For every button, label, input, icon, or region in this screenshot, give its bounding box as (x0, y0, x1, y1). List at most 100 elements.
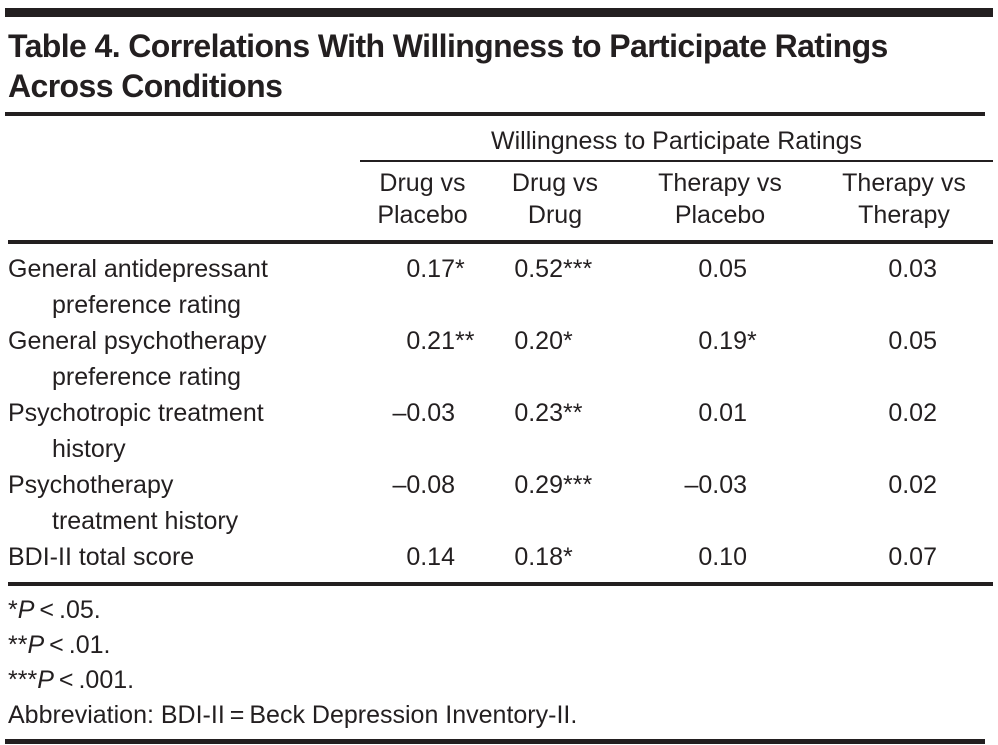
table-row: General antidepressant preference rating… (8, 242, 993, 323)
value-cell: 0.21** (360, 323, 485, 395)
corner-cell (8, 161, 360, 244)
correlation-value: 0.19 (698, 327, 747, 355)
table-title: Table 4. Correlations With Willingness t… (8, 26, 998, 106)
value-cell: –0.03 (625, 467, 815, 539)
row-label-line1: General psychotherapy (8, 327, 267, 355)
footnote-stars: *** (8, 666, 38, 694)
value-cell: 0.19* (625, 323, 815, 395)
correlation-value: 0.03 (888, 255, 937, 283)
column-header-line: Drug vs (511, 169, 599, 197)
footnote-threshold: < .05. (34, 596, 101, 624)
significance-stars: *** (563, 471, 593, 499)
correlation-value: 0.23 (514, 399, 563, 427)
spanner-header-label: Willingness to Participate Ratings (491, 127, 862, 155)
correlation-value: –0.03 (684, 471, 747, 499)
correlation-value: 0.14 (406, 543, 455, 571)
correlation-value: –0.03 (392, 399, 455, 427)
correlation-value: 0.02 (888, 471, 937, 499)
row-label-line1: General antidepressant (8, 255, 268, 283)
corner-cell (8, 116, 360, 161)
column-header-drug-vs-placebo: Drug vs Placebo (360, 161, 485, 244)
value-cell: 0.07 (815, 539, 993, 584)
footnote-p001: ***P < .001. (8, 663, 998, 698)
column-header-line: Placebo (674, 201, 766, 229)
footnote-p-symbol: P (17, 596, 35, 624)
footnote-threshold: < .001. (53, 666, 135, 694)
significance-stars: ** (563, 399, 583, 427)
significance-stars: *** (563, 255, 593, 283)
correlation-value: 0.17 (406, 255, 455, 283)
footnote-stars: ** (8, 631, 28, 659)
table-row: Psychotherapy treatment history –0.08 0.… (8, 467, 993, 539)
column-header-line: Drug vs (379, 169, 466, 197)
column-header-line: Therapy vs (658, 169, 782, 197)
correlation-value: 0.05 (698, 255, 747, 283)
correlation-value: 0.01 (698, 399, 747, 427)
value-cell: 0.01 (625, 395, 815, 467)
footnote-abbreviation: Abbreviation: BDI-II = Beck Depression I… (8, 701, 578, 729)
row-label: General antidepressant preference rating (8, 242, 360, 323)
row-label-line2: treatment history (52, 507, 239, 535)
column-header-line: Therapy vs (842, 169, 966, 197)
column-header-therapy-vs-placebo: Therapy vs Placebo (625, 161, 815, 244)
column-header-row: Drug vs Placebo Drug vs Drug Therapy vs … (8, 161, 993, 244)
value-cell: 0.03 (815, 242, 993, 323)
value-cell: 0.18* (485, 539, 625, 584)
footnotes: *P < .05. **P < .01. ***P < .001. Abbrev… (8, 593, 998, 733)
correlation-value: 0.05 (888, 327, 937, 355)
row-label-line2: preference rating (52, 363, 242, 391)
correlation-value: 0.18 (514, 543, 563, 571)
footnote-p01: **P < .01. (8, 628, 998, 663)
footnote-p-symbol: P (37, 666, 54, 694)
column-header-line: Placebo (377, 201, 468, 229)
value-cell: 0.23** (485, 395, 625, 467)
row-label: Psychotherapy treatment history (8, 467, 360, 539)
column-header-line: Drug (527, 201, 583, 229)
correlation-value: 0.52 (514, 255, 563, 283)
value-cell: 0.17* (360, 242, 485, 323)
row-label: General psychotherapy preference rating (8, 323, 360, 395)
value-cell: –0.08 (360, 467, 485, 539)
correlation-value: 0.21 (406, 327, 455, 355)
value-cell: 0.20* (485, 323, 625, 395)
row-label-line2: history (52, 435, 126, 463)
correlation-value: 0.02 (888, 399, 937, 427)
table-row: General psychotherapy preference rating … (8, 323, 993, 395)
value-cell: –0.03 (360, 395, 485, 467)
value-cell: 0.10 (625, 539, 815, 584)
title-rule (5, 112, 985, 116)
significance-stars: * (563, 543, 573, 571)
column-header-therapy-vs-therapy: Therapy vs Therapy (815, 161, 993, 244)
row-label-line2: preference rating (52, 291, 242, 319)
spanner-header: Willingness to Participate Ratings (360, 116, 993, 162)
row-label-line1: Psychotropic treatment (8, 399, 264, 427)
row-label-line1: BDI-II total score (8, 543, 195, 571)
significance-stars: * (455, 255, 465, 283)
row-label: BDI-II total score (8, 539, 360, 584)
table-row: Psychotropic treatment history –0.03 0.2… (8, 395, 993, 467)
value-cell: 0.29*** (485, 467, 625, 539)
bottom-rule (5, 739, 985, 744)
column-header-line: Therapy (858, 201, 950, 229)
footnote-p05: *P < .05. (8, 593, 998, 628)
value-cell: 0.02 (815, 467, 993, 539)
footnote-stars: * (8, 596, 18, 624)
table-title-line2: Across Conditions (8, 68, 283, 104)
correlation-value: 0.20 (514, 327, 563, 355)
value-cell: 0.02 (815, 395, 993, 467)
correlation-value: 0.29 (514, 471, 563, 499)
significance-stars: ** (455, 327, 475, 355)
correlation-value: 0.07 (888, 543, 937, 571)
row-label: Psychotropic treatment history (8, 395, 360, 467)
spanner-row: Willingness to Participate Ratings (8, 116, 993, 162)
correlation-value: 0.10 (698, 543, 747, 571)
table-row: BDI-II total score 0.14 0.18* 0.10 0.07 (8, 539, 993, 584)
value-cell: 0.52*** (485, 242, 625, 323)
top-rule (5, 8, 993, 17)
significance-stars: * (747, 327, 757, 355)
correlation-value: –0.08 (392, 471, 455, 499)
significance-stars: * (563, 327, 573, 355)
table-title-line1: Table 4. Correlations With Willingness t… (8, 28, 888, 64)
value-cell: 0.05 (625, 242, 815, 323)
